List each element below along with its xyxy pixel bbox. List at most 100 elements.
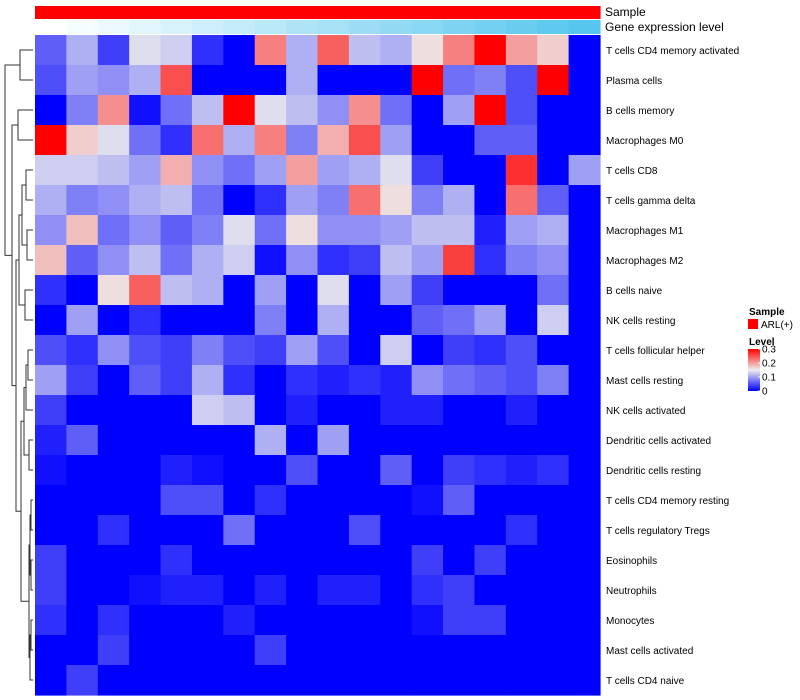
heatmap-cell bbox=[66, 155, 99, 186]
gene-expression-track-cell bbox=[505, 20, 538, 34]
dendrogram-branch bbox=[25, 364, 33, 411]
legend-tick-label: 0 bbox=[762, 387, 768, 398]
sample-track-cell bbox=[380, 6, 413, 19]
heatmap-cell bbox=[380, 95, 413, 126]
legend-ticks: 0.3 0.2 0.1 0 bbox=[758, 345, 776, 398]
annotation-tracks: Sample Gene expression level bbox=[35, 5, 724, 34]
heatmap-cell bbox=[568, 425, 601, 456]
heatmap-cell bbox=[348, 395, 381, 426]
heatmap-cell bbox=[505, 425, 538, 456]
heatmap-cell bbox=[191, 425, 224, 456]
heatmap-cell bbox=[317, 395, 350, 426]
heatmap-cell bbox=[35, 335, 67, 366]
heatmap-cell bbox=[160, 395, 193, 426]
heatmap-cell bbox=[191, 125, 224, 156]
row-label: T cells follicular helper bbox=[606, 346, 705, 357]
heatmap-cell bbox=[380, 215, 413, 246]
heatmap-cell bbox=[505, 95, 538, 126]
heatmap-cell bbox=[568, 215, 601, 246]
heatmap-cell bbox=[380, 515, 413, 546]
gene-expression-track-label: Gene expression level bbox=[605, 20, 724, 34]
heatmap-cell bbox=[35, 155, 67, 186]
heatmap-cell bbox=[191, 305, 224, 336]
heatmap-cell bbox=[35, 575, 67, 606]
heatmap-cell bbox=[223, 425, 256, 456]
row-label: T cells CD4 memory activated bbox=[606, 46, 739, 57]
heatmap-cell bbox=[505, 305, 538, 336]
heatmap-cell bbox=[317, 665, 350, 696]
heatmap-cell bbox=[129, 485, 162, 516]
heatmap-cell bbox=[129, 35, 162, 66]
heatmap-cell bbox=[254, 425, 287, 456]
heatmap-cell bbox=[160, 665, 193, 696]
heatmap-cell bbox=[474, 395, 507, 426]
heatmap-cell bbox=[348, 95, 381, 126]
heatmap-cell bbox=[223, 665, 256, 696]
heatmap-cell bbox=[537, 245, 570, 276]
heatmap-cell bbox=[411, 635, 444, 666]
heatmap-cell bbox=[348, 515, 381, 546]
heatmap-cell bbox=[317, 125, 350, 156]
heatmap-cell bbox=[66, 95, 99, 126]
heatmap-cell bbox=[286, 635, 319, 666]
heatmap-cell bbox=[474, 365, 507, 396]
heatmap-cell bbox=[568, 545, 601, 576]
heatmap-cell bbox=[66, 65, 99, 96]
heatmap-cell bbox=[191, 455, 224, 486]
heatmap-cell bbox=[66, 455, 99, 486]
heatmap-cell bbox=[97, 95, 130, 126]
heatmap-cell bbox=[66, 425, 99, 456]
heatmap-cell bbox=[191, 635, 224, 666]
heatmap-cell bbox=[191, 275, 224, 306]
heatmap-cell bbox=[223, 245, 256, 276]
heatmap-cell bbox=[474, 485, 507, 516]
sample-track-cell bbox=[443, 6, 476, 19]
heatmap-cell bbox=[223, 365, 256, 396]
heatmap-cell bbox=[223, 305, 256, 336]
heatmap-cell bbox=[537, 575, 570, 606]
heatmap-cell bbox=[191, 95, 224, 126]
heatmap-cell bbox=[35, 215, 67, 246]
heatmap-cell bbox=[286, 335, 319, 366]
heatmap-cell bbox=[537, 665, 570, 696]
heatmap-cell bbox=[443, 635, 476, 666]
heatmap-cell bbox=[505, 275, 538, 306]
heatmap-cell bbox=[97, 455, 130, 486]
heatmap-cell bbox=[505, 185, 538, 216]
sample-track-cell bbox=[568, 6, 601, 19]
heatmap-cell bbox=[286, 515, 319, 546]
heatmap-cell bbox=[348, 35, 381, 66]
heatmap-cell bbox=[568, 665, 601, 696]
heatmap-cell bbox=[97, 155, 130, 186]
heatmap-cell bbox=[223, 185, 256, 216]
row-dendrogram bbox=[4, 49, 33, 681]
row-label: T cells regulatory Tregs bbox=[606, 526, 710, 537]
heatmap-cell bbox=[537, 185, 570, 216]
heatmap-cell bbox=[443, 545, 476, 576]
heatmap-cell bbox=[35, 95, 67, 126]
heatmap-cell bbox=[411, 545, 444, 576]
heatmap-cell bbox=[474, 605, 507, 636]
gene-expression-track-cell bbox=[443, 20, 476, 34]
heatmap-cell bbox=[348, 575, 381, 606]
sample-track-cell bbox=[411, 6, 444, 19]
heatmap-cell bbox=[380, 65, 413, 96]
gene-expression-track-cell bbox=[317, 20, 350, 34]
heatmap-cell bbox=[254, 155, 287, 186]
heatmap-cell bbox=[129, 275, 162, 306]
heatmap-cell bbox=[129, 455, 162, 486]
gene-expression-track-cell bbox=[35, 20, 67, 34]
heatmap-cell bbox=[66, 575, 99, 606]
heatmap-cell bbox=[254, 455, 287, 486]
heatmap-cell bbox=[380, 35, 413, 66]
heatmap-cell bbox=[254, 275, 287, 306]
heatmap-cell bbox=[160, 545, 193, 576]
heatmap-cell bbox=[254, 665, 287, 696]
heatmap-cell bbox=[568, 305, 601, 336]
heatmap-cell bbox=[505, 455, 538, 486]
heatmap-cell bbox=[191, 515, 224, 546]
heatmap-cell bbox=[443, 35, 476, 66]
heatmap-cell bbox=[97, 275, 130, 306]
heatmap-cell bbox=[317, 95, 350, 126]
dendrogram-branch bbox=[30, 559, 33, 591]
